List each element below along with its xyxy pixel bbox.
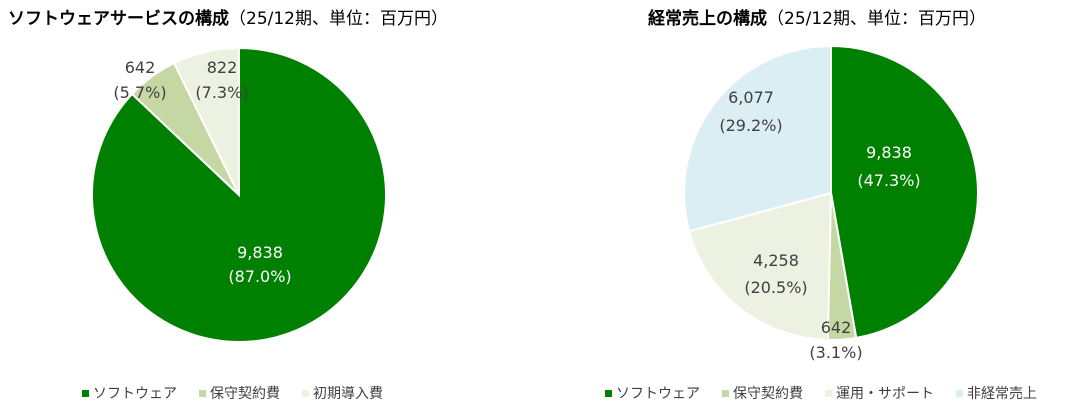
pie-slice	[830, 44, 979, 339]
legend-marker	[605, 390, 612, 397]
legend-label: 保守契約費	[733, 386, 803, 402]
legend-marker	[825, 390, 832, 397]
legend-item: 初期導入費	[302, 383, 383, 403]
legend-item: 非経常売上	[956, 383, 1037, 403]
data-label-value: 9,838	[237, 243, 283, 262]
data-label-percent: (3.1%)	[809, 343, 862, 362]
legend-marker	[302, 390, 309, 397]
legend-label: 運用・サポート	[836, 386, 934, 402]
legend-label: 非経常売上	[967, 386, 1037, 402]
pie-slice	[172, 46, 240, 196]
chart-title-main: ソフトウェアサービスの構成	[8, 9, 229, 29]
chart-title-right: 経常売上の構成（25/12期、単位：百万円）	[648, 4, 986, 29]
data-label-value: 642	[125, 58, 156, 77]
data-label-value: 9,838	[866, 143, 912, 162]
legend-label: 初期導入費	[313, 386, 383, 402]
data-label-percent: (87.0%)	[228, 267, 291, 286]
data-label-value: 822	[207, 58, 238, 77]
data-label-value: 642	[821, 318, 852, 337]
data-label-percent: (5.7%)	[113, 83, 166, 102]
legend-label: ソフトウェア	[93, 386, 177, 402]
legend-item: 保守契約費	[199, 383, 280, 403]
chart-title-left: ソフトウェアサービスの構成（25/12期、単位：百万円）	[8, 4, 448, 29]
pie-slice	[687, 191, 833, 341]
legend-item: 運用・サポート	[825, 383, 934, 403]
legend-label: 保守契約費	[210, 386, 280, 402]
data-label-value: 4,258	[753, 251, 799, 270]
pie-slice	[683, 44, 832, 233]
legend-marker	[956, 390, 963, 397]
legend-right: ソフトウェア 保守契約費 運用・サポート 非経常売上	[605, 383, 1059, 403]
legend-marker	[82, 390, 89, 397]
chart-subtitle: （25/12期、単位：百万円）	[767, 9, 986, 29]
pie-chart-right: 9,838 (47.3%) 642 (3.1%) 4,258 (20.5%) 6,077 (2…	[683, 44, 979, 362]
data-label-percent: (29.2%)	[719, 116, 782, 135]
data-label-value: 6,077	[728, 88, 774, 107]
legend-left: ソフトウェア 保守契約費 初期導入費	[82, 383, 405, 403]
legend-item: ソフトウェア	[82, 383, 177, 403]
legend-item: ソフトウェア	[605, 383, 700, 403]
data-label-percent: (20.5%)	[744, 278, 807, 297]
data-label-percent: (47.3%)	[857, 171, 920, 190]
legend-marker	[199, 390, 206, 397]
data-label-percent: (7.3%)	[195, 83, 248, 102]
legend-item: 保守契約費	[722, 383, 803, 403]
chart-subtitle: （25/12期、単位：百万円）	[229, 9, 448, 29]
chart-title-main: 経常売上の構成	[648, 9, 767, 29]
legend-marker	[722, 390, 729, 397]
pie-chart-left: 9,838 (87.0%) 642 (5.7%) 822 (7.3%)	[91, 46, 387, 343]
legend-label: ソフトウェア	[616, 386, 700, 402]
